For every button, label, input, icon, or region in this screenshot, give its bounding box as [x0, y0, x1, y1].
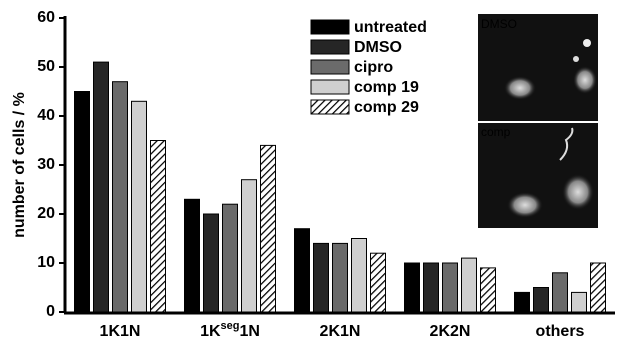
bar [223, 204, 238, 312]
bar [443, 263, 458, 312]
bar [515, 292, 530, 312]
inset-label: DMSO [481, 17, 517, 31]
bar [132, 101, 147, 312]
legend-swatch [311, 60, 349, 74]
chart: number of cells / % DMSO comp 0 10 20 30 40 5… [0, 0, 623, 340]
bar [151, 141, 166, 313]
bar [352, 239, 367, 313]
x-tick-label: others [536, 323, 585, 340]
x-tick-label: 2K2N [430, 323, 471, 340]
legend-swatch [311, 20, 349, 34]
bar [591, 263, 606, 312]
x-tick-label: 1K1N [100, 323, 141, 340]
inset-image [478, 14, 598, 228]
bar [94, 62, 109, 312]
y-axis-label: number of cells / % [11, 92, 28, 238]
x-tick-label-part: seg [221, 320, 240, 332]
legend-label: comp 19 [354, 79, 419, 96]
bar [314, 243, 329, 312]
bar [572, 292, 587, 312]
y-tick-label: 0 [46, 303, 55, 320]
bar [553, 273, 568, 312]
legend-label: cipro [354, 59, 393, 76]
y-tick-label: 30 [37, 156, 55, 173]
bar [481, 268, 496, 312]
x-tick-label-part: 1K [200, 323, 221, 340]
bar [371, 253, 386, 312]
inset-label: comp [481, 125, 511, 139]
y-tick-label: 40 [37, 107, 55, 124]
legend-swatch [311, 80, 349, 94]
legend-swatch [311, 100, 349, 114]
bar [185, 199, 200, 312]
bar [534, 288, 549, 313]
legend-label: comp 29 [354, 99, 419, 116]
y-tick-label: 50 [37, 58, 55, 75]
bar [295, 229, 310, 312]
legend-label: DMSO [354, 39, 402, 56]
bar [405, 263, 420, 312]
x-tick-label: 1Kseg1N [200, 320, 260, 340]
legend-swatch [311, 40, 349, 54]
bar [204, 214, 219, 312]
bar [75, 92, 90, 313]
x-tick-label: 2K1N [320, 323, 361, 340]
bar [462, 258, 477, 312]
y-tick-label: 10 [37, 254, 55, 271]
bar [113, 82, 128, 312]
bar [242, 180, 257, 312]
bar [261, 145, 276, 312]
bar [424, 263, 439, 312]
y-tick-label: 60 [37, 9, 55, 26]
x-tick-label-part: 1N [239, 323, 259, 340]
legend-label: untreated [354, 19, 427, 36]
bar [333, 243, 348, 312]
y-tick-label: 20 [37, 205, 55, 222]
